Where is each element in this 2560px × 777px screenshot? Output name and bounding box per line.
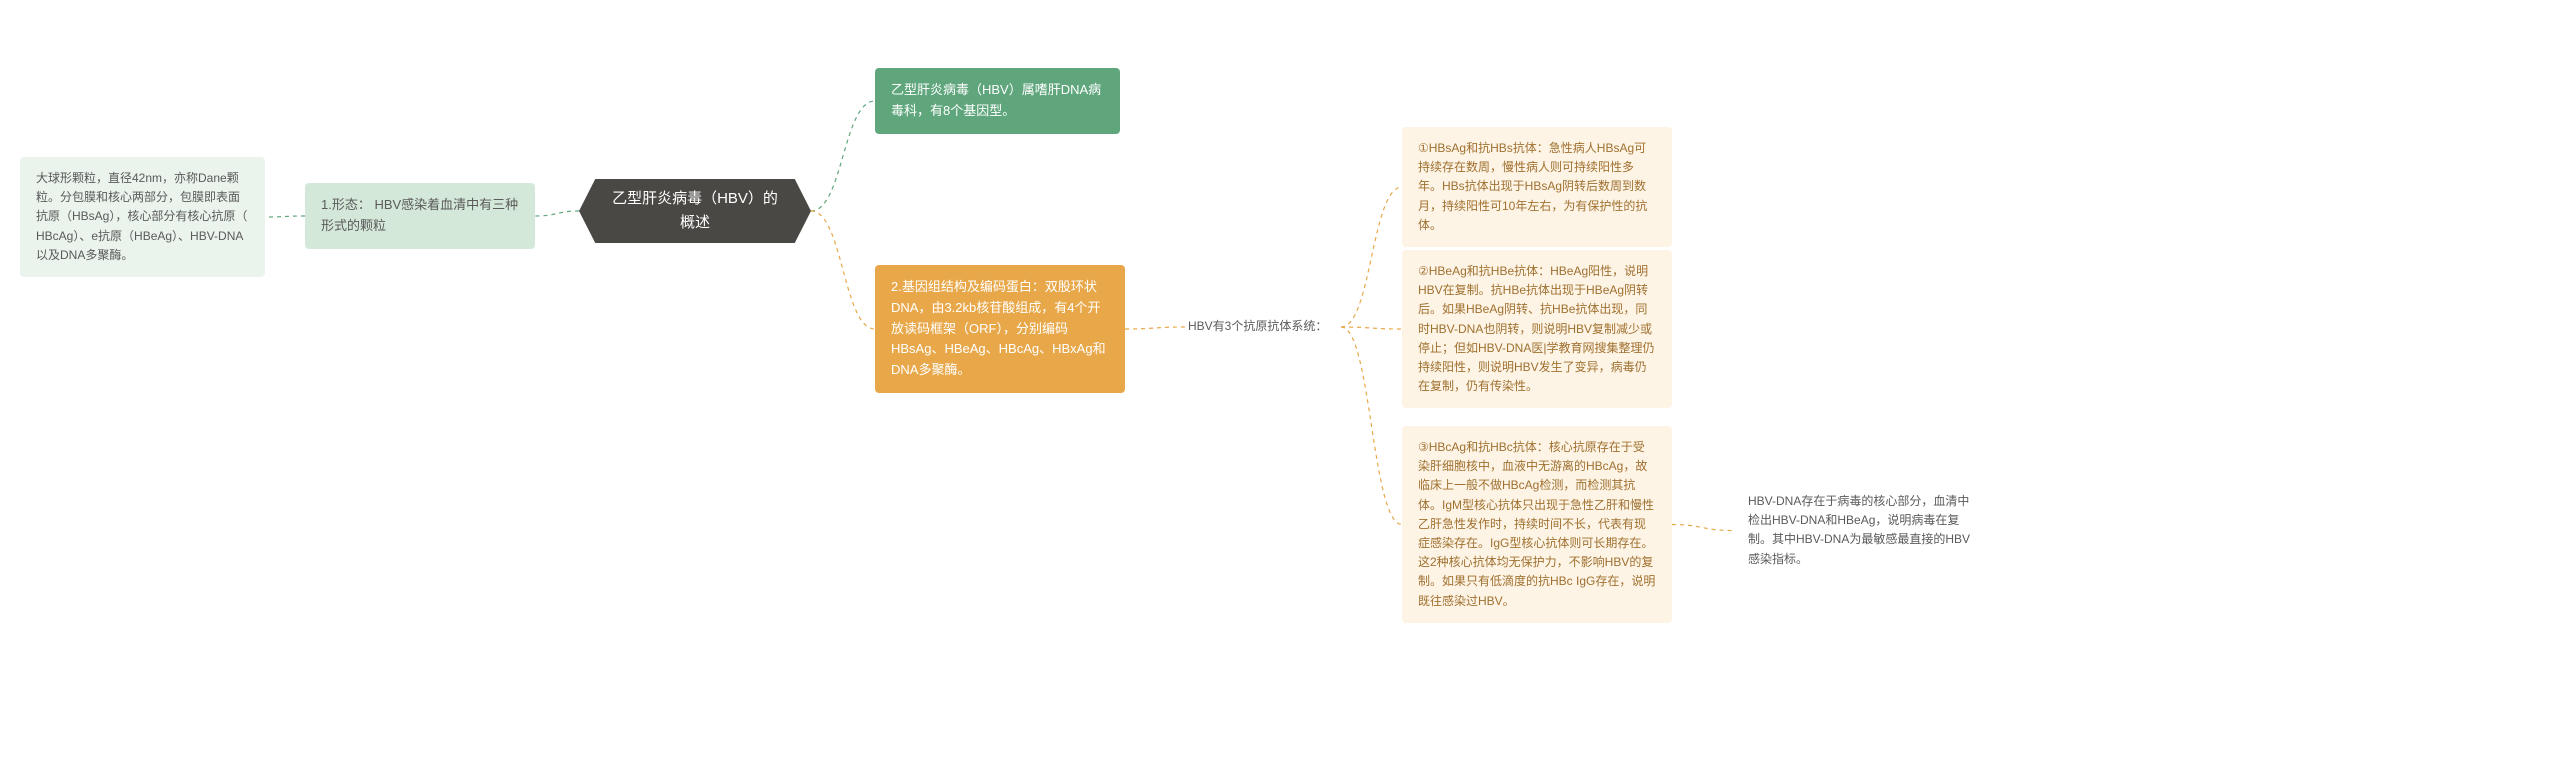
connector [1341, 187, 1402, 327]
node-text: 大球形颗粒，直径42nm，亦称Dane颗粒。分包膜和核心两部分，包膜即表面抗原（… [36, 171, 247, 262]
node-n2a3: ③HBcAg和抗HBc抗体：核心抗原存在于受染肝细胞核中，血液中无游离的HBcA… [1402, 426, 1672, 623]
node-root: 乙型肝炎病毒（HBV）的概述 [579, 179, 811, 243]
node-text: 乙型肝炎病毒（HBV）属嗜肝DNA病毒科，有8个基因型。 [891, 82, 1101, 118]
connector [1341, 327, 1402, 525]
node-text: HBV-DNA存在于病毒的核心部分，血清中检出HBV-DNA和HBeAg，说明病… [1748, 494, 1970, 566]
connector [1672, 525, 1732, 531]
node-n2a3a: HBV-DNA存在于病毒的核心部分，血清中检出HBV-DNA和HBeAg，说明病… [1732, 480, 1997, 581]
node-n_top: 乙型肝炎病毒（HBV）属嗜肝DNA病毒科，有8个基因型。 [875, 68, 1120, 134]
node-text: 乙型肝炎病毒（HBV）的概述 [607, 187, 783, 235]
node-text: HBV有3个抗原抗体系统： [1188, 319, 1327, 333]
connector [535, 211, 579, 216]
node-text: ②HBeAg和抗HBe抗体：HBeAg阳性，说明HBV在复制。抗HBe抗体出现于… [1418, 264, 1654, 393]
node-n2a2: ②HBeAg和抗HBe抗体：HBeAg阳性，说明HBV在复制。抗HBe抗体出现于… [1402, 250, 1672, 408]
node-text: ①HBsAg和抗HBs抗体：急性病人HBsAg可持续存在数周，慢性病人则可持续阳… [1418, 141, 1647, 232]
node-text: 2.基因组结构及编码蛋白：双股环状DNA，由3.2kb核苷酸组成，有4个开放读码… [891, 279, 1106, 377]
node-n2a: HBV有3个抗原抗体系统： [1186, 315, 1341, 339]
connector [811, 101, 875, 211]
connector [811, 211, 875, 329]
connector-layer [0, 0, 2560, 777]
node-text: 1.形态： HBV感染着血清中有三种形式的颗粒 [321, 197, 518, 233]
node-n1: 1.形态： HBV感染着血清中有三种形式的颗粒 [305, 183, 535, 249]
node-n2a1: ①HBsAg和抗HBs抗体：急性病人HBsAg可持续存在数周，慢性病人则可持续阳… [1402, 127, 1672, 247]
node-n2: 2.基因组结构及编码蛋白：双股环状DNA，由3.2kb核苷酸组成，有4个开放读码… [875, 265, 1125, 393]
connector [1125, 327, 1186, 329]
node-text: ③HBcAg和抗HBc抗体：核心抗原存在于受染肝细胞核中，血液中无游离的HBcA… [1418, 440, 1655, 608]
connector [1341, 327, 1402, 329]
node-n1a: 大球形颗粒，直径42nm，亦称Dane颗粒。分包膜和核心两部分，包膜即表面抗原（… [20, 157, 265, 277]
connector [265, 216, 305, 217]
